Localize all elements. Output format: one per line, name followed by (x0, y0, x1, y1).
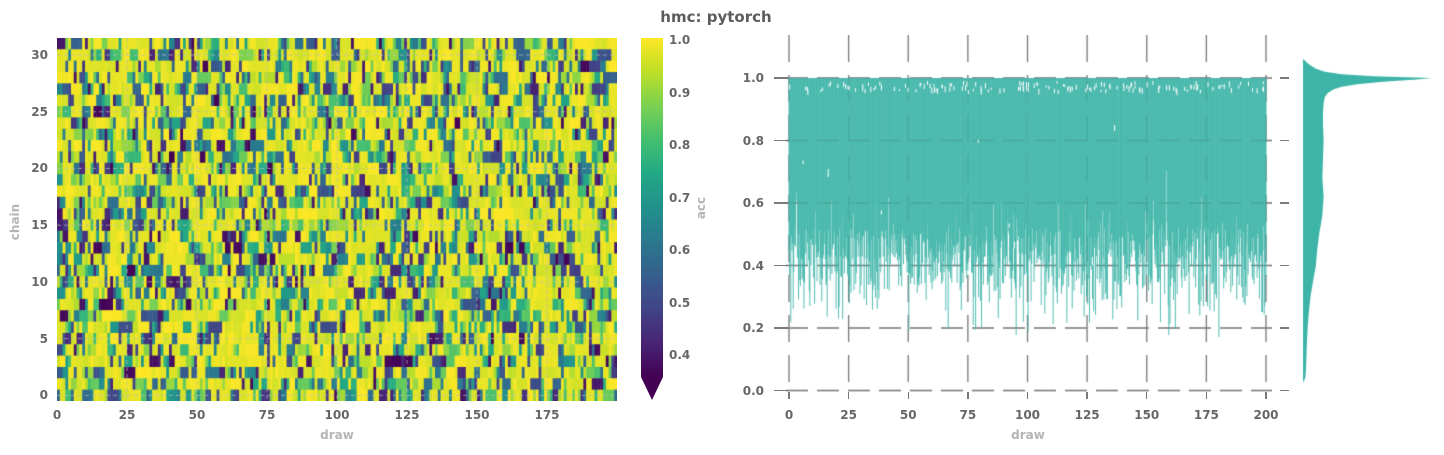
colorbar-tick-label: 0.7 (669, 190, 691, 205)
chain-draw-heatmap-canvas (57, 38, 617, 401)
colorbar-tick-label: 0.9 (669, 85, 691, 100)
right-y-tick-label: 0.4 (742, 258, 764, 273)
right-y-tick-mark (774, 139, 788, 142)
kde-y-tick-mark (1280, 202, 1289, 204)
right-y-tick-mark (774, 77, 788, 79)
left-x-tick-label: 0 (52, 408, 62, 422)
left-x-tick-label: 50 (188, 408, 206, 422)
left-x-tick-label: 175 (534, 408, 560, 422)
right-x-tick-label: 150 (1134, 408, 1160, 422)
right-y-tick-label: 1.0 (742, 71, 764, 85)
right-y-tick-label: 0.2 (742, 321, 764, 335)
right-xaxis-label: draw (1011, 428, 1045, 442)
acceptance-trace-canvas (786, 35, 1272, 392)
left-yaxis-label: chain (8, 203, 22, 241)
right-x-tick-mark (1026, 392, 1029, 399)
page-title: hmc: pytorch (660, 8, 772, 26)
left-x-tick-label: 75 (258, 408, 276, 422)
right-y-tick-mark (774, 202, 788, 204)
left-x-tick-label: 100 (324, 408, 350, 422)
kde-y-tick-mark (1280, 264, 1289, 267)
colorbar-tick-label: 1.0 (669, 33, 691, 47)
right-x-tick-mark (967, 392, 969, 399)
colorbar-tick-label: 0.6 (669, 243, 691, 257)
right-y-tick-label: 0.6 (742, 196, 764, 210)
right-x-tick-label: 100 (1014, 408, 1041, 422)
kde-y-tick-mark (1280, 327, 1289, 329)
left-y-tick-label: 30 (31, 48, 48, 63)
right-y-tick-mark (774, 389, 788, 392)
right-x-tick-label: 50 (899, 408, 917, 422)
left-y-tick-label: 5 (39, 331, 48, 346)
colorbar-gradient (641, 38, 663, 377)
right-x-tick-label: 200 (1253, 408, 1279, 422)
right-x-tick-mark (1205, 392, 1208, 399)
left-xaxis-label: draw (320, 428, 354, 442)
acc-density-canvas (1295, 38, 1444, 398)
left-y-tick-label: 0 (39, 388, 48, 403)
right-x-tick-mark (788, 392, 790, 399)
right-y-tick-label: 0.8 (742, 133, 764, 148)
left-x-tick-label: 150 (464, 408, 490, 422)
colorbar-label: acc (694, 196, 708, 220)
colorbar-extend-min-arrow (641, 377, 663, 400)
left-y-tick-label: 25 (31, 104, 48, 119)
right-x-tick-label: 175 (1193, 408, 1219, 422)
left-x-tick-label: 125 (394, 408, 420, 422)
right-x-tick-mark (847, 392, 850, 399)
right-y-tick-mark (774, 327, 788, 329)
kde-y-tick-mark (1280, 139, 1289, 142)
left-y-tick-label: 10 (31, 274, 48, 289)
right-x-tick-label: 75 (959, 408, 977, 422)
colorbar-tick-label: 0.4 (669, 348, 691, 362)
right-x-tick-mark (907, 392, 909, 399)
right-x-tick-label: 25 (840, 408, 857, 422)
right-x-tick-mark (1265, 392, 1267, 399)
left-y-tick-label: 20 (31, 161, 48, 176)
kde-y-tick-mark (1280, 77, 1289, 79)
kde-y-tick-mark (1280, 389, 1289, 392)
right-y-tick-label: 0.0 (742, 383, 764, 398)
right-y-tick-mark (774, 264, 788, 267)
left-y-tick-label: 15 (31, 218, 48, 233)
right-x-tick-mark (1146, 392, 1148, 399)
colorbar-tick-label: 0.8 (669, 138, 691, 152)
right-x-tick-label: 125 (1074, 408, 1100, 422)
left-x-tick-label: 25 (118, 408, 136, 422)
colorbar-tick-label: 0.5 (669, 295, 691, 310)
right-x-tick-label: 0 (784, 408, 794, 422)
right-x-tick-mark (1086, 392, 1088, 399)
